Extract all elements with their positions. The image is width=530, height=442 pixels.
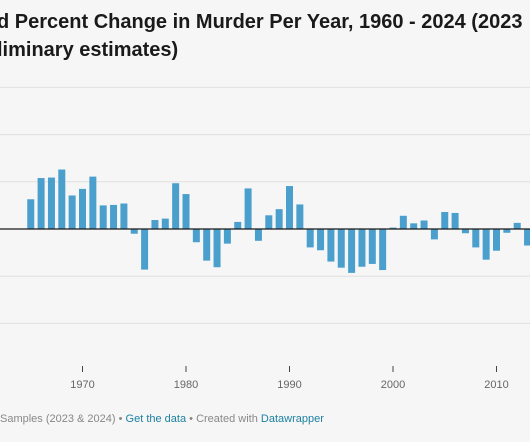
bar-1966 bbox=[37, 178, 45, 229]
bar-1993 bbox=[317, 229, 325, 251]
bar-2010 bbox=[493, 229, 500, 251]
chart-title: d Percent Change in Murder Per Year, 196… bbox=[0, 8, 522, 64]
bar-1987 bbox=[254, 229, 262, 241]
x-tick-label-1990: 1990 bbox=[277, 379, 301, 391]
bar-1979 bbox=[172, 183, 180, 229]
bar-1989 bbox=[275, 209, 283, 229]
footer-separator-2: • bbox=[186, 413, 197, 425]
bar-1970 bbox=[79, 188, 86, 229]
x-tick-label-1980: 1980 bbox=[174, 379, 198, 391]
bar-2013 bbox=[524, 229, 530, 246]
bar-2012 bbox=[513, 222, 521, 229]
bars bbox=[27, 169, 530, 273]
bar-1992 bbox=[306, 229, 314, 248]
footer-separator-1: • bbox=[115, 413, 126, 425]
bar-1997 bbox=[358, 229, 366, 267]
bar-2003 bbox=[420, 220, 428, 229]
bar-1973 bbox=[110, 204, 118, 229]
bar-1999 bbox=[379, 229, 387, 271]
source-text: Samples (2023 & 2024) bbox=[0, 413, 116, 425]
bar-1983 bbox=[213, 229, 221, 268]
bar-1994 bbox=[327, 229, 335, 262]
bar-2002 bbox=[410, 223, 418, 229]
bar-1969 bbox=[68, 195, 76, 229]
bar-2005 bbox=[441, 212, 449, 229]
bar-2008 bbox=[472, 229, 480, 248]
bar-2000 bbox=[389, 227, 397, 229]
bar-1986 bbox=[244, 188, 252, 229]
bar-1967 bbox=[47, 177, 55, 229]
bar-1975 bbox=[130, 229, 138, 234]
datawrapper-link[interactable]: Datawrapper bbox=[260, 413, 324, 425]
bar-2007 bbox=[461, 229, 469, 234]
bar-1982 bbox=[203, 229, 211, 261]
x-tick-label-2010: 2010 bbox=[484, 379, 508, 391]
bar-1998 bbox=[368, 229, 376, 264]
chart-title-line-2: liminary estimates) bbox=[0, 39, 179, 61]
chart-footer: Samples (2023 & 2024) • Get the data • C… bbox=[0, 413, 324, 425]
bar-1968 bbox=[58, 169, 66, 229]
bar-1980 bbox=[182, 194, 190, 229]
bar-1976 bbox=[141, 229, 149, 270]
bar-2004 bbox=[430, 229, 438, 240]
bar-1977 bbox=[151, 220, 159, 229]
bar-1990 bbox=[286, 186, 293, 229]
bar-1978 bbox=[161, 218, 169, 229]
bar-1984 bbox=[223, 229, 231, 244]
bar-2001 bbox=[399, 215, 407, 229]
x-axis: 1970 1980 1990 2000 2010 bbox=[0, 228, 530, 391]
bar-2009 bbox=[482, 229, 490, 260]
bar-1974 bbox=[120, 203, 128, 229]
bar-1996 bbox=[348, 229, 356, 273]
bar-1995 bbox=[337, 229, 345, 268]
bar-1988 bbox=[265, 215, 273, 229]
get-the-data-link[interactable]: Get the data bbox=[125, 413, 187, 425]
chart-title-line-1: d Percent Change in Murder Per Year, 196… bbox=[0, 11, 523, 33]
bar-1972 bbox=[99, 205, 107, 229]
bar-2011 bbox=[503, 229, 511, 233]
bar-2006 bbox=[451, 212, 459, 229]
created-with-text: Created with bbox=[196, 413, 258, 425]
x-tick-label-2000: 2000 bbox=[381, 379, 405, 391]
bar-1985 bbox=[234, 221, 242, 229]
bar-1981 bbox=[192, 229, 200, 243]
bar-1971 bbox=[89, 176, 97, 229]
bar-1991 bbox=[296, 204, 304, 229]
gridlines bbox=[0, 86, 530, 324]
x-tick-label-1970: 1970 bbox=[70, 379, 94, 391]
bar-1965 bbox=[27, 199, 35, 229]
